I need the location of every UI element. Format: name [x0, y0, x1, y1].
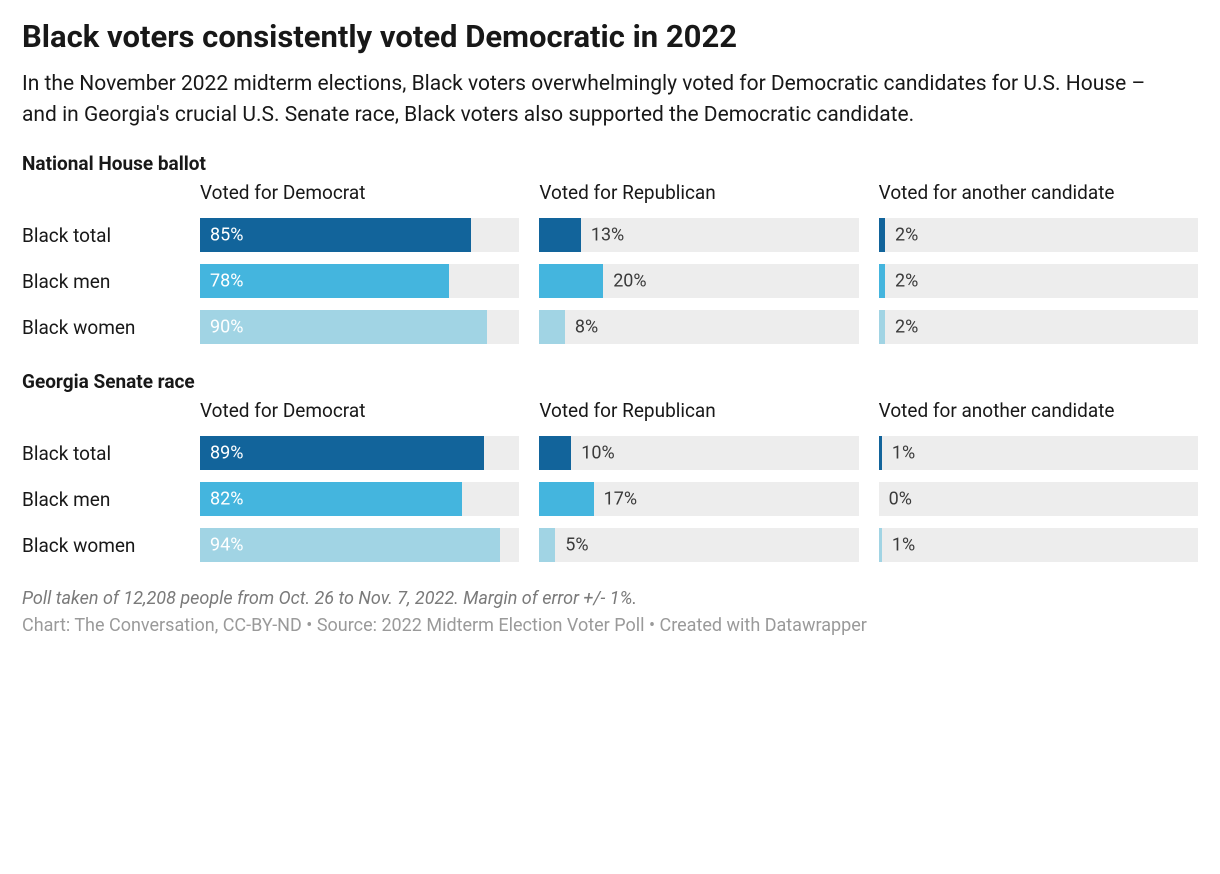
- column-header: Voted for Democrat: [200, 181, 519, 206]
- chart-grid: Voted for Democrat Voted for Republican Vo…: [22, 181, 1198, 344]
- bar-background: [539, 218, 858, 252]
- section-label: National House ballot: [22, 152, 1198, 175]
- bar-value-label: 13%: [591, 225, 624, 246]
- bar-cell: 90%: [200, 310, 519, 344]
- bar-cell: 8%: [539, 310, 858, 344]
- bar-fill: [539, 310, 565, 344]
- bar-cell: 5%: [539, 528, 858, 562]
- bar-cell: 89%: [200, 436, 519, 470]
- bar-fill: [200, 528, 500, 562]
- bar-value-label: 82%: [210, 489, 243, 510]
- bar-value-label: 78%: [210, 271, 243, 292]
- bar-value-label: 94%: [210, 535, 243, 556]
- bar-cell: 13%: [539, 218, 858, 252]
- bar-value-label: 0%: [889, 489, 912, 510]
- bar-background: [879, 528, 1198, 562]
- column-header: Voted for Democrat: [200, 399, 519, 424]
- bar-fill: [539, 436, 571, 470]
- section-label: Georgia Senate race: [22, 370, 1198, 393]
- bar-value-label: 85%: [210, 225, 243, 246]
- bar-cell: 85%: [200, 218, 519, 252]
- column-header: Voted for Republican: [539, 181, 858, 206]
- bar-background: [879, 264, 1198, 298]
- row-label: Black women: [22, 534, 180, 557]
- bar-cell: 1%: [879, 528, 1198, 562]
- row-label: Black total: [22, 224, 180, 247]
- bar-value-label: 20%: [613, 271, 646, 292]
- bar-cell: 2%: [879, 264, 1198, 298]
- bar-value-label: 89%: [210, 443, 243, 464]
- chart-container: National House ballotVoted for DemocratV…: [22, 152, 1198, 562]
- bar-background: [879, 482, 1198, 516]
- bar-value-label: 2%: [895, 271, 918, 292]
- bar-cell: 10%: [539, 436, 858, 470]
- bar-fill: [539, 264, 603, 298]
- bar-cell: 78%: [200, 264, 519, 298]
- chart-section: Georgia Senate raceVoted for DemocratVot…: [22, 370, 1198, 562]
- bar-value-label: 17%: [604, 489, 637, 510]
- row-label: Black men: [22, 270, 180, 293]
- bar-cell: 94%: [200, 528, 519, 562]
- bar-fill: [539, 482, 593, 516]
- column-header: Voted for Republican: [539, 399, 858, 424]
- bar-cell: 17%: [539, 482, 858, 516]
- bar-fill: [879, 264, 885, 298]
- bar-value-label: 1%: [892, 443, 915, 464]
- column-header: Voted for another candidate: [879, 399, 1198, 424]
- bar-background: [879, 436, 1198, 470]
- row-label: Black men: [22, 488, 180, 511]
- bar-cell: 2%: [879, 218, 1198, 252]
- bar-value-label: 1%: [892, 535, 915, 556]
- credit-line: Chart: The Conversation, CC-BY-ND • Sour…: [22, 615, 1198, 636]
- bar-background: [879, 310, 1198, 344]
- bar-cell: 1%: [879, 436, 1198, 470]
- column-header: Voted for another candidate: [879, 181, 1198, 206]
- row-label: Black total: [22, 442, 180, 465]
- bar-fill: [879, 310, 885, 344]
- footnote: Poll taken of 12,208 people from Oct. 26…: [22, 588, 1198, 609]
- page-subtitle: In the November 2022 midterm elections, …: [22, 69, 1172, 130]
- chart-grid: Voted for Democrat Voted for Republican Vo…: [22, 399, 1198, 562]
- bar-cell: 82%: [200, 482, 519, 516]
- bar-value-label: 2%: [895, 225, 918, 246]
- bar-fill: [879, 528, 882, 562]
- bar-cell: 2%: [879, 310, 1198, 344]
- bar-background: [879, 218, 1198, 252]
- row-label: Black women: [22, 316, 180, 339]
- bar-fill: [879, 436, 882, 470]
- bar-value-label: 10%: [581, 443, 614, 464]
- page-title: Black voters consistently voted Democrat…: [22, 18, 1198, 55]
- bar-fill: [539, 528, 555, 562]
- bar-value-label: 8%: [575, 317, 598, 338]
- bar-value-label: 90%: [210, 317, 243, 338]
- bar-fill: [539, 218, 581, 252]
- bar-fill: [879, 218, 885, 252]
- bar-value-label: 5%: [565, 535, 588, 556]
- chart-section: National House ballotVoted for DemocratV…: [22, 152, 1198, 344]
- bar-cell: 0%: [879, 482, 1198, 516]
- bar-cell: 20%: [539, 264, 858, 298]
- bar-value-label: 2%: [895, 317, 918, 338]
